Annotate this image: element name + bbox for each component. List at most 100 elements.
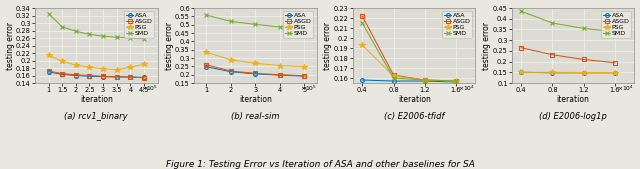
- ASGD: [113, 76, 120, 78]
- Y-axis label: testing error: testing error: [164, 21, 173, 69]
- PSG: [580, 71, 588, 74]
- ASGD: [276, 74, 284, 76]
- ASGD: [421, 79, 429, 81]
- SMD: [421, 79, 429, 81]
- ASA: [99, 76, 107, 78]
- Text: (c) E2006-tfidf: (c) E2006-tfidf: [384, 112, 444, 120]
- Line: PSG: PSG: [360, 42, 459, 84]
- Legend: ASA, ASGD, PSG, SMD: ASA, ASGD, PSG, SMD: [124, 11, 154, 38]
- ASGD: [611, 62, 619, 64]
- ASA: [580, 72, 588, 74]
- ASA: [421, 80, 429, 82]
- ASA: [452, 81, 460, 83]
- Text: $\times10^{5}$: $\times10^{5}$: [141, 84, 157, 93]
- SMD: [517, 10, 525, 12]
- ASA: [45, 71, 52, 73]
- ASA: [127, 76, 134, 78]
- ASGD: [86, 75, 93, 77]
- PSG: [45, 54, 52, 56]
- Line: SMD: SMD: [47, 12, 146, 41]
- X-axis label: iteration: iteration: [80, 95, 113, 104]
- ASGD: [45, 70, 52, 72]
- ASGD: [202, 64, 210, 66]
- PSG: [276, 65, 284, 67]
- ASA: [227, 71, 234, 73]
- Text: (d) E2006-log1p: (d) E2006-log1p: [540, 112, 607, 120]
- ASGD: [300, 75, 308, 77]
- Legend: ASA, ASGD, PSG, SMD: ASA, ASGD, PSG, SMD: [442, 11, 472, 38]
- Line: ASA: ASA: [204, 65, 306, 78]
- PSG: [140, 63, 148, 65]
- SMD: [276, 26, 284, 28]
- ASGD: [72, 74, 80, 76]
- ASA: [517, 71, 525, 73]
- PSG: [390, 75, 397, 77]
- Text: $\times10^{4}$: $\times10^{4}$: [618, 84, 634, 93]
- SMD: [127, 37, 134, 39]
- SMD: [140, 38, 148, 40]
- Line: ASGD: ASGD: [204, 63, 306, 78]
- Line: SMD: SMD: [519, 9, 617, 34]
- PSG: [86, 66, 93, 68]
- SMD: [252, 23, 259, 25]
- ASA: [252, 73, 259, 75]
- ASA: [113, 76, 120, 78]
- SMD: [72, 30, 80, 32]
- Text: (b) real-sim: (b) real-sim: [231, 112, 280, 120]
- PSG: [58, 60, 66, 62]
- PSG: [113, 68, 120, 70]
- Line: SMD: SMD: [204, 13, 306, 30]
- SMD: [611, 31, 619, 33]
- Line: ASA: ASA: [47, 70, 146, 79]
- PSG: [99, 68, 107, 70]
- PSG: [611, 71, 619, 74]
- Line: PSG: PSG: [518, 69, 618, 75]
- Line: ASGD: ASGD: [519, 46, 617, 65]
- Text: $\times10^{4}$: $\times10^{4}$: [458, 84, 476, 93]
- Line: ASA: ASA: [519, 70, 617, 75]
- ASGD: [452, 80, 460, 82]
- ASGD: [127, 76, 134, 78]
- ASA: [390, 80, 397, 82]
- SMD: [58, 26, 66, 28]
- Legend: ASA, ASGD, PSG, SMD: ASA, ASGD, PSG, SMD: [283, 11, 314, 38]
- ASGD: [252, 72, 259, 74]
- ASGD: [99, 75, 107, 77]
- ASGD: [548, 54, 556, 56]
- PSG: [300, 66, 308, 68]
- Line: ASA: ASA: [360, 78, 458, 84]
- PSG: [358, 44, 366, 46]
- Line: ASGD: ASGD: [360, 14, 458, 83]
- PSG: [72, 64, 80, 66]
- Line: PSG: PSG: [46, 53, 147, 72]
- SMD: [86, 33, 93, 35]
- Line: PSG: PSG: [204, 49, 307, 69]
- Y-axis label: testing error: testing error: [483, 21, 492, 69]
- Legend: ASA, ASGD, PSG, SMD: ASA, ASGD, PSG, SMD: [601, 11, 631, 38]
- PSG: [421, 79, 429, 81]
- ASGD: [227, 70, 234, 72]
- SMD: [227, 20, 234, 22]
- PSG: [548, 71, 556, 73]
- Text: (a) rcv1_binary: (a) rcv1_binary: [65, 112, 128, 120]
- SMD: [99, 35, 107, 37]
- Y-axis label: testing error: testing error: [6, 21, 15, 69]
- SMD: [452, 80, 460, 82]
- ASGD: [390, 74, 397, 76]
- ASA: [202, 66, 210, 68]
- ASA: [86, 75, 93, 77]
- ASA: [140, 76, 148, 78]
- ASA: [611, 72, 619, 74]
- Y-axis label: testing error: testing error: [323, 21, 332, 69]
- PSG: [127, 66, 134, 68]
- SMD: [580, 27, 588, 29]
- ASGD: [140, 77, 148, 79]
- ASGD: [58, 73, 66, 75]
- ASA: [276, 74, 284, 76]
- SMD: [548, 22, 556, 24]
- ASA: [300, 75, 308, 77]
- X-axis label: iteration: iteration: [397, 95, 431, 104]
- X-axis label: iteration: iteration: [557, 95, 589, 104]
- ASGD: [358, 15, 366, 17]
- Text: $\times10^{5}$: $\times10^{5}$: [300, 84, 317, 93]
